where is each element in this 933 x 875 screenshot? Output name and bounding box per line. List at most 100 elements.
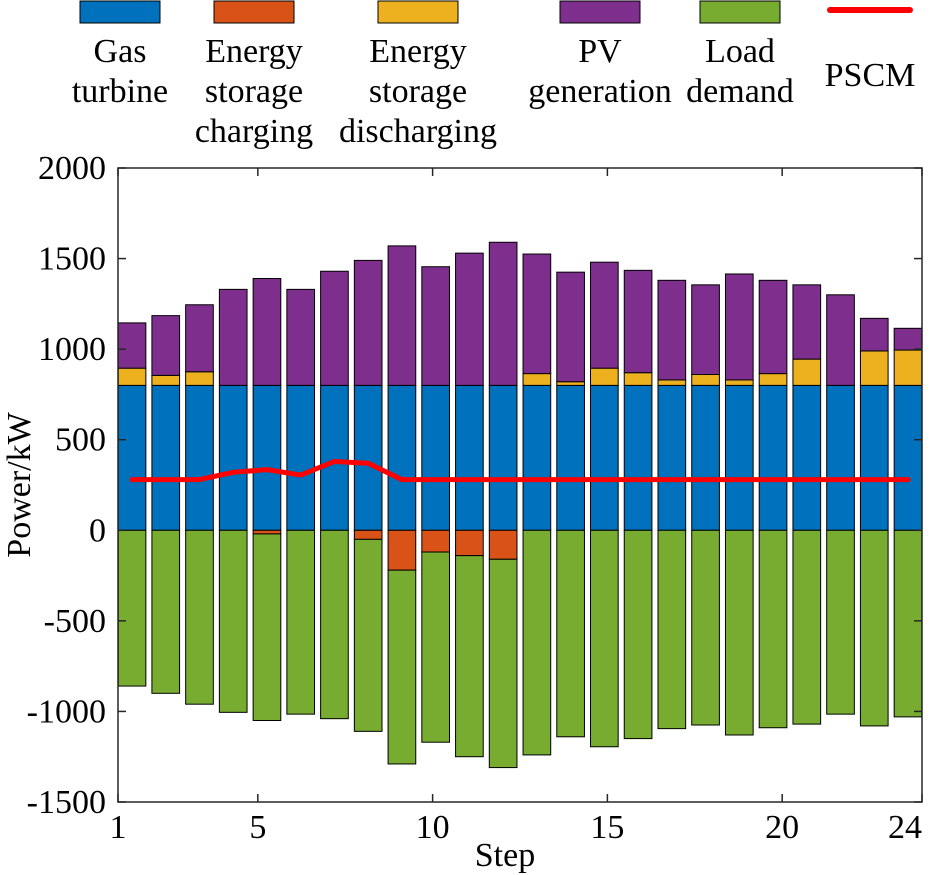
bar-gas-turbine-step-17 — [657, 384, 687, 531]
y-tick-label: -1500 — [27, 784, 106, 821]
x-tick-label: 20 — [765, 809, 799, 846]
bar-load-demand-step-24 — [893, 529, 923, 718]
bar-load-demand-step-3 — [185, 529, 214, 705]
y-tick-label: -1000 — [27, 693, 106, 730]
legend-swatch-load-demand — [699, 0, 781, 24]
x-tick-label: 5 — [249, 809, 266, 846]
bar-load-demand-step-17 — [657, 529, 687, 730]
bar-load-demand-step-16 — [623, 529, 653, 740]
bars-layer — [117, 241, 923, 769]
bar-pv-generation-step-22 — [826, 294, 855, 386]
legend-label-energy-storage-discharging: Energy storage discharging — [339, 33, 497, 150]
x-tick-label: 24 — [888, 809, 922, 846]
bar-gas-turbine-step-1 — [117, 384, 147, 531]
legend-swatch-energy-storage-discharging — [377, 0, 459, 24]
bar-gas-turbine-step-14 — [556, 384, 585, 531]
bar-load-demand-step-19 — [724, 529, 754, 736]
bar-gas-turbine-step-2 — [151, 384, 181, 531]
bar-load-demand-step-23 — [859, 529, 889, 727]
bar-pv-generation-step-16 — [623, 269, 653, 374]
bar-energy-storage-discharging-step-2 — [151, 374, 181, 386]
legend-label-line: Energy — [205, 33, 303, 70]
bar-energy-storage-charging-step-12 — [488, 529, 518, 560]
bar-gas-turbine-step-12 — [488, 384, 518, 531]
bar-load-demand-step-18 — [691, 529, 720, 726]
bar-pv-generation-step-3 — [185, 304, 214, 373]
legend-label-line: generation — [528, 73, 672, 110]
legend-label-line: discharging — [339, 113, 497, 150]
bar-load-demand-step-14 — [556, 529, 585, 738]
legend-item-energy-storage-charging: Energy storage charging — [195, 0, 313, 150]
bar-energy-storage-discharging-step-17 — [657, 379, 687, 386]
y-tick-label: 2000 — [38, 150, 106, 187]
legend-item-pscm: PSCM — [825, 7, 916, 94]
legend-label-gas-turbine: Gas turbine — [72, 33, 168, 110]
bar-energy-storage-discharging-step-15 — [590, 367, 619, 386]
bar-energy-storage-charging-step-8 — [353, 529, 383, 540]
legend-label-line: storage — [369, 73, 467, 110]
legend-label-pscm: PSCM — [825, 57, 916, 94]
x-tick-label: 15 — [590, 809, 624, 846]
x-axis: 1 5 10 15 20 24 — [110, 168, 923, 846]
legend-label-line: charging — [195, 113, 313, 150]
bar-gas-turbine-step-19 — [724, 384, 754, 531]
bar-gas-turbine-step-24 — [893, 384, 923, 531]
bar-pv-generation-step-19 — [724, 273, 754, 381]
bar-gas-turbine-step-9 — [387, 384, 417, 531]
bar-pv-generation-step-24 — [893, 327, 923, 351]
bar-energy-storage-discharging-step-16 — [623, 372, 653, 386]
bar-load-demand-step-21 — [792, 529, 822, 725]
bar-pv-generation-step-6 — [286, 288, 316, 386]
x-tick-label: 10 — [416, 809, 450, 846]
bar-load-demand-step-2 — [151, 529, 181, 694]
legend-item-pv-generation: PV generation — [528, 0, 672, 110]
bar-energy-storage-charging-step-9 — [387, 529, 417, 571]
legend-item-gas-turbine: Gas turbine — [72, 0, 168, 110]
y-tick-label: 1000 — [38, 331, 106, 368]
bar-gas-turbine-step-10 — [421, 384, 450, 531]
bar-load-demand-step-15 — [590, 529, 619, 748]
legend-label-line: PSCM — [825, 57, 916, 94]
bar-energy-storage-charging-step-5 — [252, 529, 282, 535]
bar-gas-turbine-step-4 — [218, 384, 248, 531]
bar-pv-generation-step-11 — [455, 252, 484, 386]
bar-load-demand-step-10 — [421, 551, 450, 743]
legend-swatch-energy-storage-charging — [213, 0, 295, 24]
bar-gas-turbine-step-7 — [320, 384, 349, 531]
bar-pv-generation-step-13 — [522, 253, 552, 375]
legend-label-line: storage — [205, 73, 303, 110]
bar-load-demand-step-4 — [218, 529, 248, 713]
bar-energy-storage-charging-step-10 — [421, 529, 450, 553]
bar-energy-storage-discharging-step-23 — [859, 350, 889, 386]
x-tick-label: 1 — [110, 809, 127, 846]
bar-load-demand-step-11 — [455, 555, 484, 758]
legend-label-line: turbine — [72, 73, 168, 110]
bar-energy-storage-discharging-step-21 — [792, 358, 822, 386]
bar-load-demand-step-20 — [758, 529, 788, 729]
bar-load-demand-step-22 — [826, 529, 855, 715]
bar-gas-turbine-step-21 — [792, 384, 822, 531]
bar-gas-turbine-step-13 — [522, 384, 552, 531]
bar-load-demand-step-1 — [117, 529, 147, 687]
y-tick-label: 1500 — [38, 241, 106, 278]
y-tick-label: -500 — [44, 603, 106, 640]
bar-pv-generation-step-10 — [421, 266, 450, 386]
bar-pv-generation-step-17 — [657, 279, 687, 381]
bar-pv-generation-step-1 — [117, 322, 147, 369]
bar-pv-generation-step-8 — [353, 259, 383, 386]
bar-gas-turbine-step-3 — [185, 384, 214, 531]
y-tick-label: 500 — [55, 422, 106, 459]
bar-pv-generation-step-23 — [859, 317, 889, 352]
legend-label-pv-generation: PV generation — [528, 33, 672, 110]
legend-swatch-pv-generation — [559, 0, 641, 24]
bar-gas-turbine-step-6 — [286, 384, 316, 531]
legend-label-line: Gas — [94, 33, 147, 70]
plot-area-frame — [117, 167, 923, 803]
bar-gas-turbine-step-18 — [691, 384, 720, 531]
legend-swatch-gas-turbine — [79, 0, 161, 24]
legend-label-line: Energy — [369, 33, 467, 70]
bar-gas-turbine-step-20 — [758, 384, 788, 531]
bar-load-demand-step-9 — [387, 569, 417, 765]
bar-energy-storage-discharging-step-19 — [724, 379, 754, 386]
